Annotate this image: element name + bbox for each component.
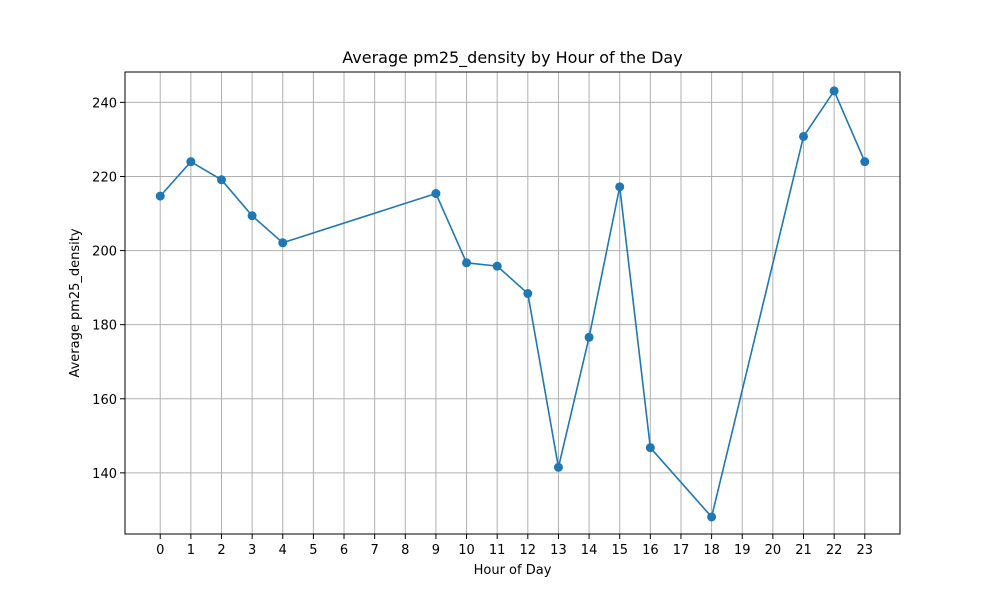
x-tick-label: 4 [279, 543, 287, 558]
x-tick-label: 1 [187, 543, 195, 558]
x-tick-label: 3 [248, 543, 256, 558]
x-tick-label: 6 [340, 543, 348, 558]
x-tick-label: 7 [371, 543, 379, 558]
x-tick-label: 18 [703, 543, 720, 558]
x-tick-label: 11 [489, 543, 506, 558]
y-tick-label: 160 [92, 393, 117, 408]
data-point [584, 332, 594, 342]
x-tick-label: 10 [458, 543, 475, 558]
data-point [492, 261, 502, 271]
y-tick-label: 220 [92, 170, 117, 185]
y-axis-ticks: 140 160 180 200 220 240 [92, 96, 125, 482]
x-tick-label: 2 [217, 543, 225, 558]
data-point [523, 289, 533, 299]
series-line [159, 90, 866, 518]
x-tick-label: 9 [432, 543, 440, 558]
plot-area [155, 86, 870, 522]
data-point [860, 157, 870, 167]
x-tick-label: 15 [611, 543, 628, 558]
x-tick-label: 21 [795, 543, 812, 558]
y-tick-label: 200 [92, 245, 117, 260]
y-axis-label: Average pm25_density [68, 228, 83, 377]
y-tick-label: 180 [92, 319, 117, 334]
chart-title: Average pm25_density by Hour of the Day [342, 48, 682, 68]
y-tick-label: 140 [92, 467, 117, 482]
x-axis-ticks: 0 1 2 3 4 5 6 7 8 9 10 11 12 13 14 15 16 17 18 19 20 21 22 23 [156, 534, 873, 558]
x-tick-label: 5 [309, 543, 317, 558]
data-point [462, 258, 472, 268]
data-point [278, 238, 288, 248]
grid-lines [125, 72, 900, 534]
y-tick-label: 240 [92, 96, 117, 111]
x-tick-label: 13 [550, 543, 567, 558]
data-point [216, 175, 226, 185]
data-point [799, 131, 809, 141]
data-point [431, 189, 441, 199]
data-point [155, 191, 165, 201]
x-tick-label: 19 [734, 543, 751, 558]
data-point [186, 157, 196, 167]
data-point [707, 512, 717, 522]
x-tick-label: 14 [581, 543, 598, 558]
data-point [829, 86, 839, 96]
x-tick-label: 12 [520, 543, 537, 558]
axes-frame [124, 71, 901, 535]
data-point [553, 462, 563, 472]
x-tick-label: 17 [673, 543, 690, 558]
x-tick-label: 8 [401, 543, 409, 558]
data-point [615, 182, 625, 192]
x-tick-label: 22 [826, 543, 843, 558]
data-point [645, 443, 655, 453]
x-tick-label: 16 [642, 543, 659, 558]
x-tick-label: 0 [156, 543, 164, 558]
data-point [247, 211, 257, 221]
x-axis-label: Hour of Day [474, 563, 552, 578]
x-tick-label: 20 [765, 543, 782, 558]
x-tick-label: 23 [856, 543, 873, 558]
